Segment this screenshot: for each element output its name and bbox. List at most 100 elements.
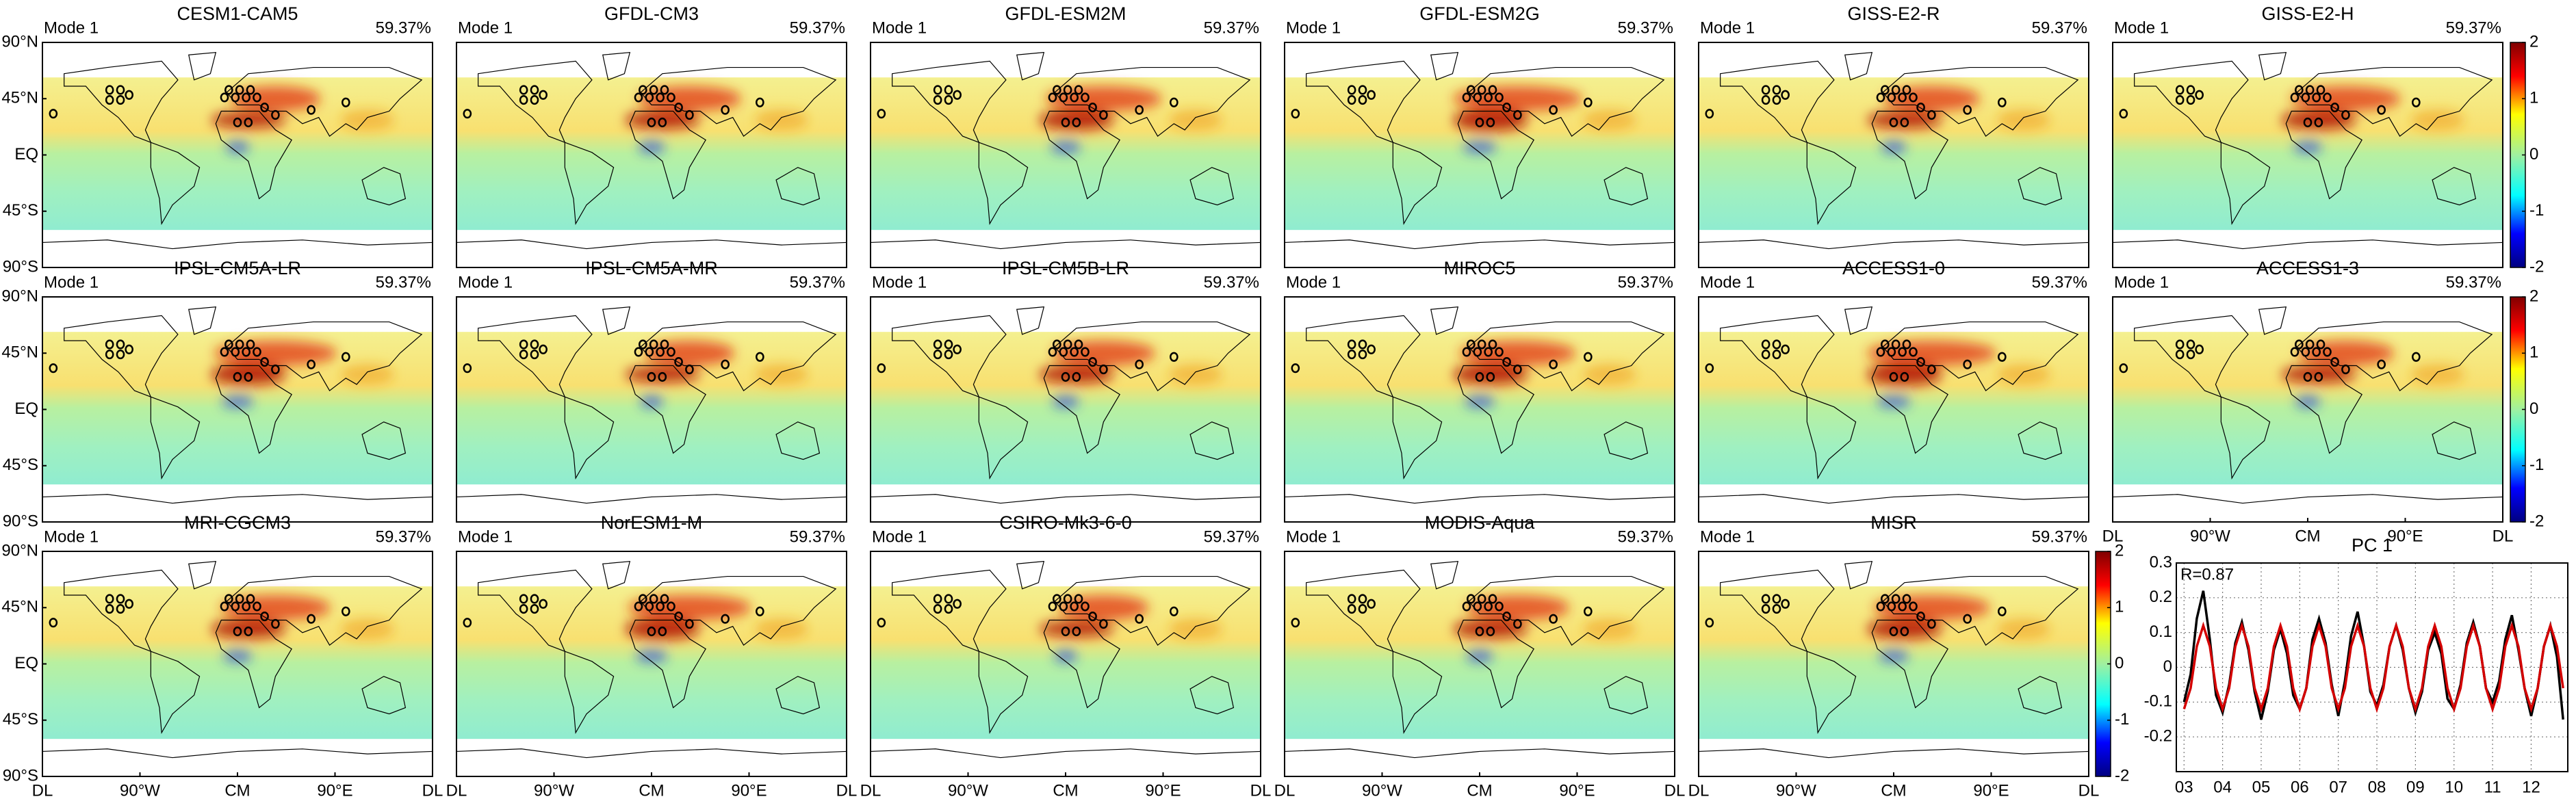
lon-tick-label: 90°E bbox=[1973, 781, 2009, 799]
coastline bbox=[603, 53, 630, 80]
site bbox=[2306, 341, 2313, 349]
coastline bbox=[630, 112, 706, 199]
site bbox=[1292, 109, 1299, 118]
lon-tick-label: DL bbox=[1688, 781, 1710, 799]
anomaly-low bbox=[1462, 142, 1497, 153]
site bbox=[243, 603, 250, 611]
site bbox=[954, 345, 961, 354]
map-title: CESM1-CAM5 bbox=[177, 3, 298, 24]
site bbox=[272, 111, 279, 119]
site bbox=[2120, 364, 2127, 372]
site bbox=[648, 627, 655, 636]
lat-tick-label: 90°S bbox=[3, 512, 38, 530]
site bbox=[1890, 627, 1897, 636]
coastline bbox=[2113, 240, 2503, 249]
anomaly-high bbox=[1866, 618, 1943, 640]
site bbox=[1463, 348, 1470, 356]
coastline bbox=[979, 397, 1027, 478]
site bbox=[1890, 118, 1897, 127]
site bbox=[464, 109, 471, 118]
site bbox=[1053, 86, 1060, 94]
coastline bbox=[64, 570, 178, 651]
site bbox=[1892, 595, 1899, 603]
coastline bbox=[2286, 366, 2362, 454]
site bbox=[1998, 353, 2005, 361]
anomaly-low bbox=[1053, 651, 1078, 662]
site bbox=[2332, 103, 2339, 112]
site bbox=[2315, 118, 2322, 127]
map bbox=[2113, 297, 2503, 522]
map-title: GISS-E2-R bbox=[1847, 3, 1940, 24]
lat-tick-label: 45°N bbox=[1, 598, 38, 616]
mode-label: Mode 1 bbox=[872, 527, 927, 546]
coastline bbox=[1807, 651, 1855, 733]
site bbox=[2332, 358, 2339, 366]
site bbox=[934, 605, 941, 613]
coastline bbox=[776, 422, 819, 460]
site bbox=[2295, 86, 2302, 94]
site bbox=[234, 373, 241, 381]
site bbox=[1292, 618, 1299, 627]
site bbox=[234, 627, 241, 636]
x-tick-label: 06 bbox=[2291, 778, 2309, 796]
map bbox=[871, 42, 1261, 267]
site bbox=[1060, 94, 1067, 102]
site bbox=[934, 350, 941, 358]
site bbox=[126, 345, 133, 354]
anomaly-mid bbox=[1996, 618, 2051, 639]
site bbox=[659, 627, 666, 636]
map bbox=[1285, 42, 1675, 267]
plot-frame bbox=[2176, 562, 2568, 772]
coastline bbox=[2297, 322, 2492, 391]
site bbox=[1706, 618, 1713, 627]
coastline bbox=[151, 397, 199, 478]
site bbox=[106, 86, 113, 94]
site bbox=[657, 348, 664, 356]
site bbox=[520, 341, 527, 349]
site bbox=[245, 373, 252, 381]
site bbox=[1478, 595, 1485, 603]
anomaly-mid bbox=[2410, 109, 2465, 130]
lon-tick-label: DL bbox=[2078, 781, 2100, 799]
site bbox=[1359, 605, 1366, 613]
coastline bbox=[871, 749, 1261, 758]
x-tick-label: 05 bbox=[2252, 778, 2271, 796]
site bbox=[531, 96, 538, 104]
lon-tick-label: CM bbox=[639, 781, 664, 799]
map-frame bbox=[1698, 42, 2089, 268]
variance-label: 59.37% bbox=[2032, 527, 2087, 546]
coastline bbox=[2297, 68, 2492, 137]
coastline bbox=[1431, 307, 1458, 335]
site bbox=[1782, 345, 1789, 354]
anomaly-mid bbox=[1168, 618, 1223, 639]
coastline bbox=[2018, 422, 2061, 460]
site bbox=[756, 99, 763, 107]
site bbox=[1877, 348, 1884, 356]
coastline bbox=[1017, 53, 1044, 80]
site bbox=[954, 91, 961, 99]
site bbox=[1062, 118, 1069, 127]
site bbox=[650, 341, 657, 349]
anomaly-mid bbox=[1996, 364, 2051, 384]
coastline bbox=[871, 495, 1261, 503]
anomaly-high bbox=[1038, 365, 1115, 384]
site bbox=[934, 595, 941, 603]
site bbox=[1049, 603, 1056, 611]
lon-tick-label: 90°W bbox=[1362, 781, 1402, 799]
lon-tick-label: DL bbox=[836, 781, 858, 799]
anomaly-high bbox=[1452, 108, 1529, 131]
site bbox=[243, 348, 250, 356]
coastline bbox=[1306, 61, 1420, 142]
site bbox=[1909, 94, 1916, 102]
map-frame bbox=[1698, 296, 2089, 523]
site bbox=[342, 353, 349, 361]
lon-tick-label: CM bbox=[1467, 781, 1492, 799]
colorbar-tick-label: 2 bbox=[2529, 32, 2538, 51]
anomaly-low bbox=[1876, 397, 1911, 407]
site bbox=[635, 603, 642, 611]
site bbox=[540, 345, 547, 354]
site bbox=[1100, 111, 1107, 119]
site bbox=[1773, 341, 1780, 349]
lon-tick-label: 90°W bbox=[2190, 527, 2230, 545]
site bbox=[945, 96, 952, 104]
